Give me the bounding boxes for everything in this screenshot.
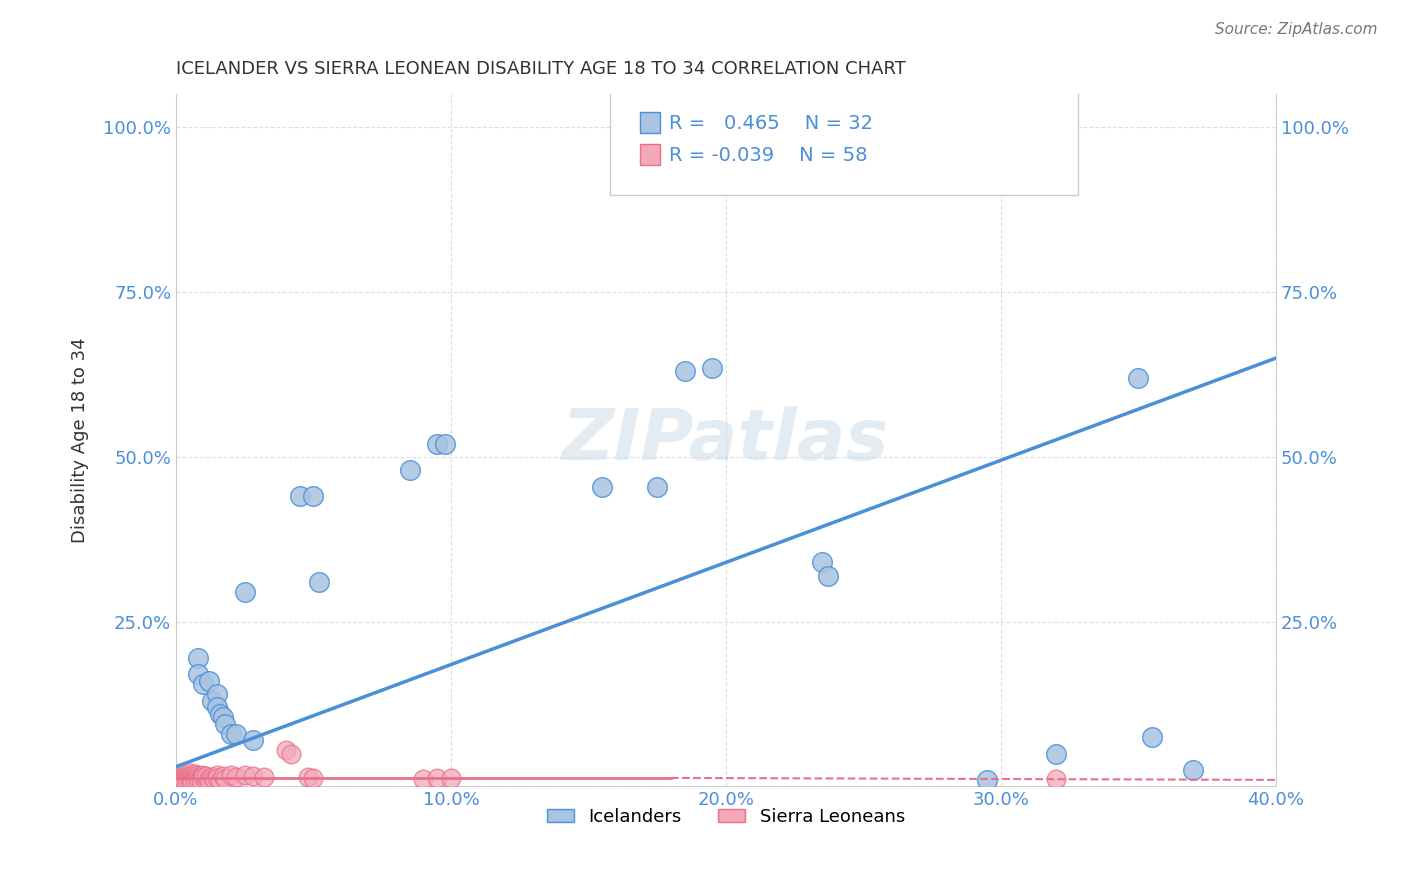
- Point: [190, 772, 212, 786]
- Point: [176, 771, 198, 785]
- Point: [288, 490, 311, 504]
- Point: [426, 436, 449, 450]
- Point: [179, 772, 201, 786]
- Point: [181, 772, 204, 787]
- Point: [1045, 772, 1067, 786]
- Point: [817, 568, 839, 582]
- Point: [673, 364, 696, 378]
- Point: [211, 710, 233, 724]
- Point: [253, 770, 276, 784]
- Point: [165, 770, 187, 784]
- FancyBboxPatch shape: [640, 112, 659, 133]
- Point: [184, 772, 207, 787]
- Text: Source: ZipAtlas.com: Source: ZipAtlas.com: [1215, 22, 1378, 37]
- Point: [302, 771, 325, 785]
- Point: [184, 770, 207, 784]
- Point: [219, 767, 242, 781]
- Point: [176, 769, 198, 783]
- Point: [181, 767, 204, 781]
- Point: [167, 772, 190, 787]
- Point: [1140, 730, 1163, 744]
- Point: [214, 772, 236, 786]
- Point: [179, 766, 201, 780]
- Point: [187, 651, 209, 665]
- Point: [219, 727, 242, 741]
- Point: [193, 770, 215, 784]
- Legend: Icelanders, Sierra Leoneans: Icelanders, Sierra Leoneans: [540, 800, 912, 833]
- Point: [181, 770, 204, 784]
- Point: [187, 771, 209, 785]
- Point: [225, 727, 247, 741]
- Text: R = -0.039    N = 58: R = -0.039 N = 58: [669, 145, 868, 165]
- Y-axis label: Disability Age 18 to 34: Disability Age 18 to 34: [72, 338, 89, 543]
- Point: [702, 361, 724, 376]
- Point: [193, 767, 215, 781]
- Point: [811, 555, 834, 569]
- Point: [591, 480, 613, 494]
- Point: [187, 667, 209, 681]
- Point: [195, 769, 218, 783]
- Point: [201, 770, 224, 784]
- Point: [280, 747, 302, 761]
- Point: [207, 700, 229, 714]
- Point: [184, 767, 207, 781]
- Point: [198, 771, 221, 785]
- Point: [208, 773, 231, 788]
- Point: [274, 743, 297, 757]
- Point: [645, 480, 668, 494]
- Point: [198, 673, 221, 688]
- Point: [242, 769, 264, 783]
- Point: [1045, 747, 1067, 761]
- Point: [195, 772, 218, 787]
- Point: [211, 769, 233, 783]
- Point: [297, 770, 319, 784]
- Text: ICELANDER VS SIERRA LEONEAN DISABILITY AGE 18 TO 34 CORRELATION CHART: ICELANDER VS SIERRA LEONEAN DISABILITY A…: [176, 60, 905, 78]
- Point: [170, 772, 193, 786]
- Point: [187, 768, 209, 782]
- Point: [173, 774, 195, 789]
- Point: [426, 771, 449, 785]
- Point: [302, 490, 325, 504]
- Text: ZIPatlas: ZIPatlas: [562, 406, 890, 475]
- Point: [176, 775, 198, 789]
- Point: [204, 772, 226, 787]
- Point: [179, 773, 201, 788]
- Point: [207, 771, 229, 785]
- Point: [176, 772, 198, 787]
- Point: [184, 774, 207, 789]
- FancyBboxPatch shape: [610, 87, 1078, 194]
- FancyBboxPatch shape: [640, 145, 659, 165]
- Point: [207, 687, 229, 701]
- Point: [198, 773, 221, 788]
- Point: [170, 775, 193, 789]
- Point: [193, 677, 215, 691]
- Point: [167, 774, 190, 789]
- Point: [214, 717, 236, 731]
- Point: [187, 773, 209, 788]
- Point: [440, 771, 463, 785]
- Point: [181, 775, 204, 789]
- Point: [208, 706, 231, 721]
- Point: [179, 769, 201, 783]
- Point: [242, 733, 264, 747]
- Point: [173, 770, 195, 784]
- Point: [412, 772, 434, 786]
- Point: [1128, 371, 1150, 385]
- Point: [976, 772, 998, 787]
- Point: [170, 773, 193, 788]
- Point: [173, 772, 195, 787]
- Point: [233, 768, 256, 782]
- Point: [190, 769, 212, 783]
- Point: [398, 463, 420, 477]
- Point: [173, 767, 195, 781]
- Point: [201, 694, 224, 708]
- Point: [207, 767, 229, 781]
- Point: [434, 436, 457, 450]
- Point: [233, 585, 256, 599]
- Point: [1182, 763, 1205, 777]
- Text: R =   0.465    N = 32: R = 0.465 N = 32: [669, 114, 873, 133]
- Point: [225, 770, 247, 784]
- Point: [308, 575, 330, 590]
- Point: [190, 774, 212, 789]
